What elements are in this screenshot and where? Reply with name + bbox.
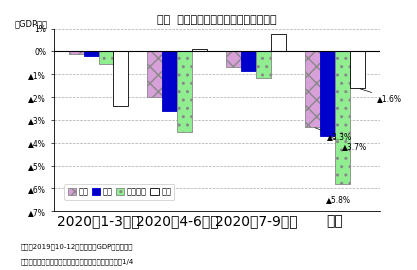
Title: 図２  新型コロナによる経済損失の比較: 図２ 新型コロナによる経済損失の比較 xyxy=(157,15,276,25)
Bar xyxy=(335,51,350,184)
Bar xyxy=(113,51,128,106)
Bar xyxy=(162,51,177,111)
Legend: 日本, 米国, ユーロ圏, 中国: 日本, 米国, ユーロ圏, 中国 xyxy=(65,184,174,200)
Bar xyxy=(192,49,207,51)
Bar xyxy=(83,51,98,56)
Text: （注）2019年10-12月期の実質GDPとの乖離幅: （注）2019年10-12月期の実質GDPとの乖離幅 xyxy=(21,243,133,250)
Text: ▲3.3%: ▲3.3% xyxy=(315,128,352,141)
Text: ▲1.6%: ▲1.6% xyxy=(360,89,402,103)
Bar xyxy=(271,34,286,51)
Text: （GDP比）: （GDP比） xyxy=(15,19,48,28)
Bar xyxy=(320,51,335,136)
Bar xyxy=(226,51,241,68)
Bar xyxy=(305,51,320,127)
Text: 四半期の数値は季節調整済・年率換算値の乖離幅の1/4: 四半期の数値は季節調整済・年率換算値の乖離幅の1/4 xyxy=(21,258,134,265)
Bar xyxy=(68,51,83,54)
Bar xyxy=(147,51,162,97)
Bar xyxy=(241,51,256,71)
Bar xyxy=(256,51,271,78)
Bar xyxy=(177,51,192,133)
Bar xyxy=(98,51,113,64)
Text: ▲5.8%: ▲5.8% xyxy=(326,195,351,204)
Text: ▲3.7%: ▲3.7% xyxy=(330,137,367,151)
Bar xyxy=(350,51,365,88)
